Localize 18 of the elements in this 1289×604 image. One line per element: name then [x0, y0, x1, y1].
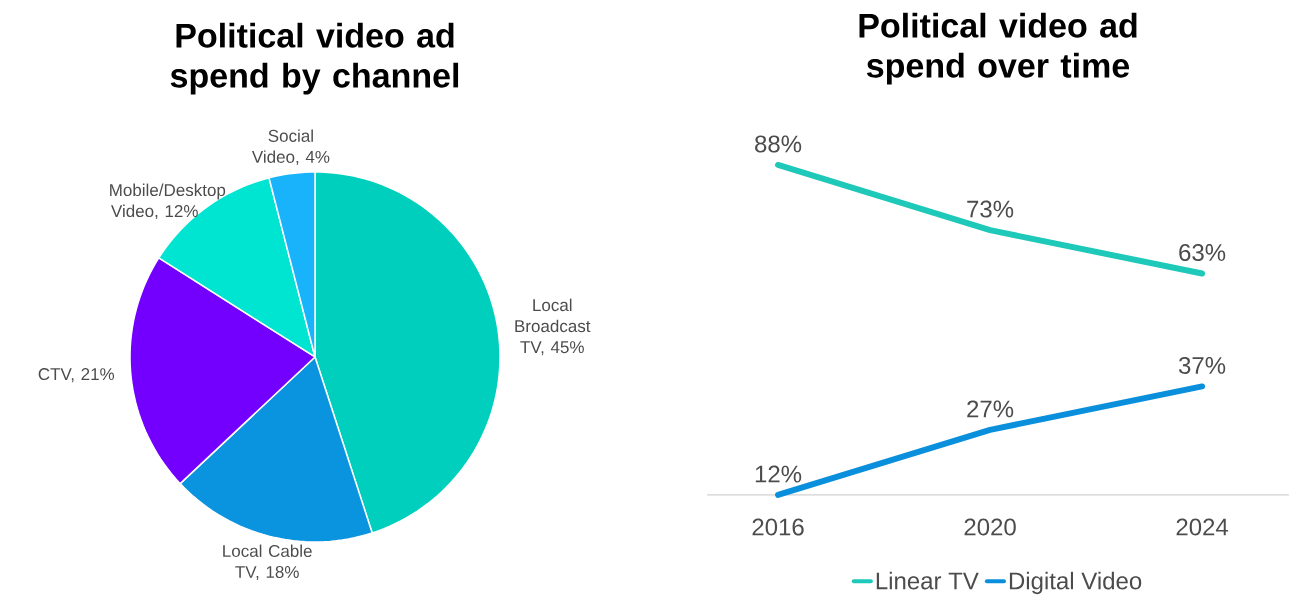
chart-title: Political video ad spend by channel — [170, 22, 459, 95]
chart-title: Political video ad spend over time — [859, 12, 1137, 85]
x-tick-label: 2024 — [1176, 518, 1229, 536]
data-label: 63% — [1179, 244, 1226, 262]
slice-label: Local Broadcast TV, 45% — [515, 298, 591, 356]
data-label: 73% — [967, 200, 1014, 218]
data-label: 37% — [1178, 356, 1226, 374]
slice-label: Social Video, 4% — [251, 129, 330, 165]
x-tick-label: 2020 — [964, 518, 1016, 536]
legend-label: Linear TV — [876, 571, 979, 590]
data-label: 27% — [967, 400, 1014, 418]
x-tick-label: 2016 — [752, 518, 804, 536]
slice-label: CTV, 21% — [38, 368, 115, 383]
data-label: 12% — [755, 465, 802, 483]
data-label: 88% — [755, 135, 802, 153]
slice-label: Mobile/Desktop Video, 12% — [110, 183, 226, 220]
slice-label: Local Cable TV, 18% — [223, 544, 312, 581]
legend-label: Digital Video — [1009, 571, 1142, 595]
